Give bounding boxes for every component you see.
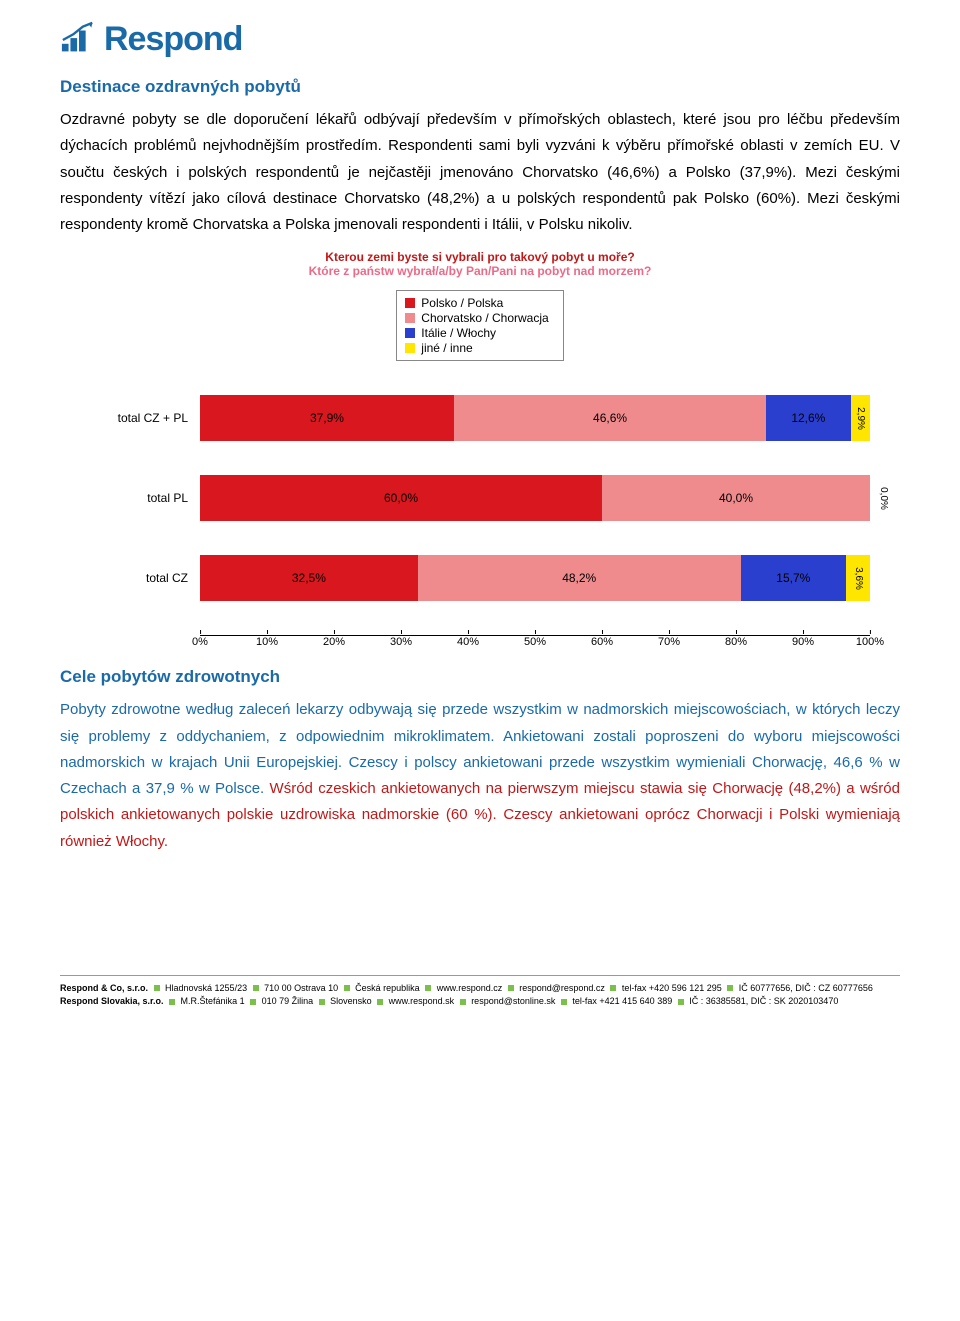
chart-title-cs: Kterou zemi byste si vybrali pro takový …: [60, 250, 900, 264]
chart-legend: Polsko / PolskaChorvatsko / ChorwacjaItá…: [396, 290, 563, 361]
bar-segment: 2,9%: [851, 395, 870, 441]
bar-segment: 46,6%: [454, 395, 766, 441]
legend-label: Itálie / Włochy: [421, 326, 496, 340]
chart-titles: Kterou zemi byste si vybrali pro takový …: [60, 250, 900, 278]
axis-tick: 30%: [390, 632, 412, 648]
axis-tick: 40%: [457, 632, 479, 648]
axis-tick: 100%: [856, 632, 884, 648]
legend-label: Polsko / Polska: [421, 296, 503, 310]
bar-track: 37,9%46,6%12,6%2,9%: [200, 395, 870, 441]
axis-tick: 10%: [256, 632, 278, 648]
bar-row: total PL60,0%40,0%0,0%: [90, 475, 870, 521]
axis-tick: 90%: [792, 632, 814, 648]
legend-label: Chorvatsko / Chorwacja: [421, 311, 548, 325]
x-axis: 0%10%20%30%40%50%60%70%80%90%100%: [200, 635, 870, 653]
bar-segment: 15,7%: [741, 555, 846, 601]
axis-tick: 20%: [323, 632, 345, 648]
legend-swatch: [405, 343, 415, 353]
heading-destinace: Destinace ozdravných pobytů: [60, 77, 900, 97]
bar-track: 32,5%48,2%15,7%3,6%: [200, 555, 870, 601]
bar-row-label: total PL: [90, 491, 200, 505]
bar-row: total CZ32,5%48,2%15,7%3,6%: [90, 555, 870, 601]
axis-tick: 80%: [725, 632, 747, 648]
heading-cele: Cele pobytów zdrowotnych: [60, 667, 900, 687]
legend-item: Chorvatsko / Chorwacja: [405, 311, 548, 325]
bar-segment: 40,0%: [602, 475, 870, 521]
bar-row: total CZ + PL37,9%46,6%12,6%2,9%: [90, 395, 870, 441]
bar-segment: 32,5%: [200, 555, 418, 601]
para-2: Pobyty zdrowotne według zaleceń lekarzy …: [60, 697, 900, 855]
legend-item: jiné / inne: [405, 341, 548, 355]
logo-text: Respond: [104, 20, 242, 59]
legend-item: Itálie / Włochy: [405, 326, 548, 340]
axis-tick: 70%: [658, 632, 680, 648]
stacked-bar-chart: total CZ + PL37,9%46,6%12,6%2,9% total PL…: [90, 395, 870, 653]
bar-segment: 37,9%: [200, 395, 454, 441]
legend-swatch: [405, 313, 415, 323]
legend-label: jiné / inne: [421, 341, 472, 355]
axis-tick: 0%: [192, 632, 208, 648]
axis-tick: 50%: [524, 632, 546, 648]
bar-track: 60,0%40,0%0,0%: [200, 475, 870, 521]
bar-segment: 60,0%: [200, 475, 602, 521]
bar-segment: 48,2%: [418, 555, 741, 601]
para-1: Ozdravné pobyty se dle doporučení lékařů…: [60, 107, 900, 238]
bar-row-label: total CZ + PL: [90, 411, 200, 425]
logo-icon: [60, 21, 98, 59]
bar-segment: 12,6%: [766, 395, 850, 441]
legend-item: Polsko / Polska: [405, 296, 548, 310]
footer: Respond & Co, s.r.o. Hladnovská 1255/23 …: [60, 975, 900, 1009]
logo: Respond: [60, 20, 900, 59]
legend-swatch: [405, 298, 415, 308]
bar-row-label: total CZ: [90, 571, 200, 585]
bar-segment: 3,6%: [846, 555, 870, 601]
axis-tick: 60%: [591, 632, 613, 648]
legend-swatch: [405, 328, 415, 338]
chart-title-pl: Które z państw wybrał/a/by Pan/Pani na p…: [60, 264, 900, 278]
